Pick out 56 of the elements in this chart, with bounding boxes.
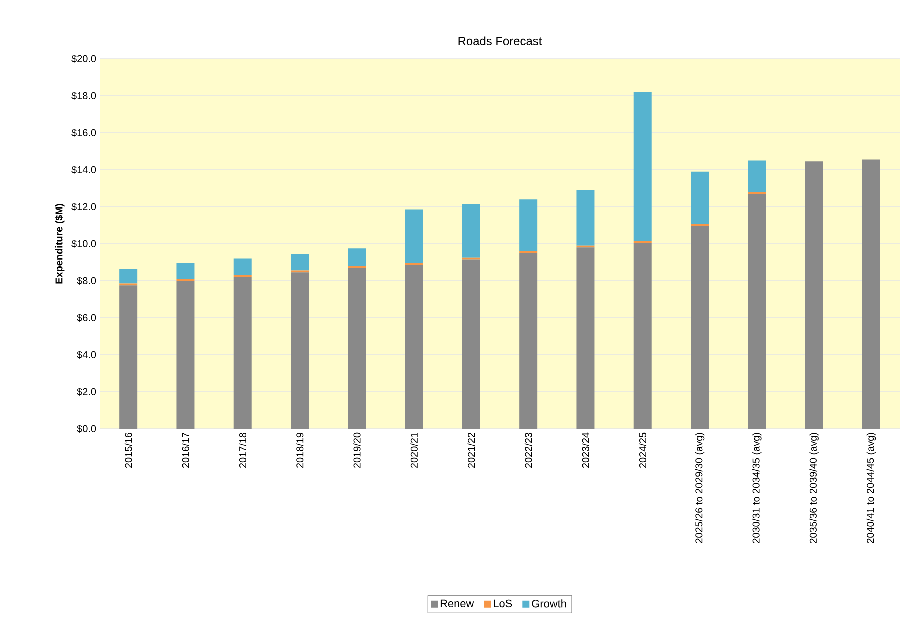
y-tick-label: $20.0 xyxy=(72,54,96,64)
bar xyxy=(691,226,710,429)
bar xyxy=(748,160,766,192)
x-tick-label: 2021/22 xyxy=(468,433,476,468)
bar xyxy=(691,172,710,225)
bar xyxy=(520,253,538,429)
x-tick-label: 2030/31 to 2034/35 (avg) xyxy=(752,433,762,544)
y-tick-label: $2.0 xyxy=(77,388,96,396)
x-tick-label: 2015/16 xyxy=(124,432,132,468)
bar xyxy=(176,280,195,429)
bar xyxy=(176,263,195,280)
y-tick-label: $4.0 xyxy=(77,350,96,360)
bar xyxy=(234,277,252,429)
bar xyxy=(748,194,766,429)
bar xyxy=(462,204,480,258)
y-tick-label: $16.0 xyxy=(72,128,96,138)
bar xyxy=(862,160,880,429)
x-tick-label: 2040/41 to 2044/45 (avg) xyxy=(866,433,876,544)
y-tick-label: $12.0 xyxy=(72,202,96,212)
bar xyxy=(576,190,595,246)
x-tick-label: 2022/23 xyxy=(524,432,532,468)
bar xyxy=(348,268,366,429)
x-tick-label: 2020/21 xyxy=(410,432,418,468)
legend-label: LoS xyxy=(494,600,512,608)
y-tick-label: $8.0 xyxy=(77,276,96,286)
x-tick-label: 2024/25 xyxy=(639,432,647,468)
x-tick-label: 2016/17 xyxy=(182,433,190,468)
y-tick-label: $10.0 xyxy=(72,240,96,248)
chart-title: Roads Forecast xyxy=(458,36,542,46)
x-tick-label: 2017/18 xyxy=(239,432,247,468)
bar xyxy=(520,200,538,252)
bar xyxy=(462,260,480,429)
bar xyxy=(120,268,138,284)
bar xyxy=(805,162,824,429)
bar xyxy=(634,92,652,242)
bar xyxy=(634,243,652,429)
y-tick-label: $18.0 xyxy=(72,92,96,100)
legend-label: Growth xyxy=(532,600,566,608)
x-tick-label: 2018/19 xyxy=(296,432,304,468)
bar xyxy=(405,265,424,429)
legend-label: Renew xyxy=(440,600,474,608)
bar xyxy=(348,248,366,266)
y-axis-title: Expenditure ($M) xyxy=(55,204,65,284)
y-tick-label: $6.0 xyxy=(77,314,96,322)
bar xyxy=(291,272,310,429)
bar xyxy=(120,286,138,429)
y-tick-label: $0.0 xyxy=(77,424,96,434)
x-tick-label: 2035/36 to 2039/40 (avg) xyxy=(810,433,819,544)
x-tick-label: 2023/24 xyxy=(582,432,590,468)
bar xyxy=(405,210,424,264)
bar xyxy=(291,254,310,271)
x-tick-label: 2025/26 to 2029/30 (avg) xyxy=(695,433,705,544)
x-tick-label: 2019/20 xyxy=(353,432,361,468)
bar xyxy=(576,248,595,429)
y-tick-label: $14.0 xyxy=(72,166,96,174)
bar xyxy=(234,258,252,276)
